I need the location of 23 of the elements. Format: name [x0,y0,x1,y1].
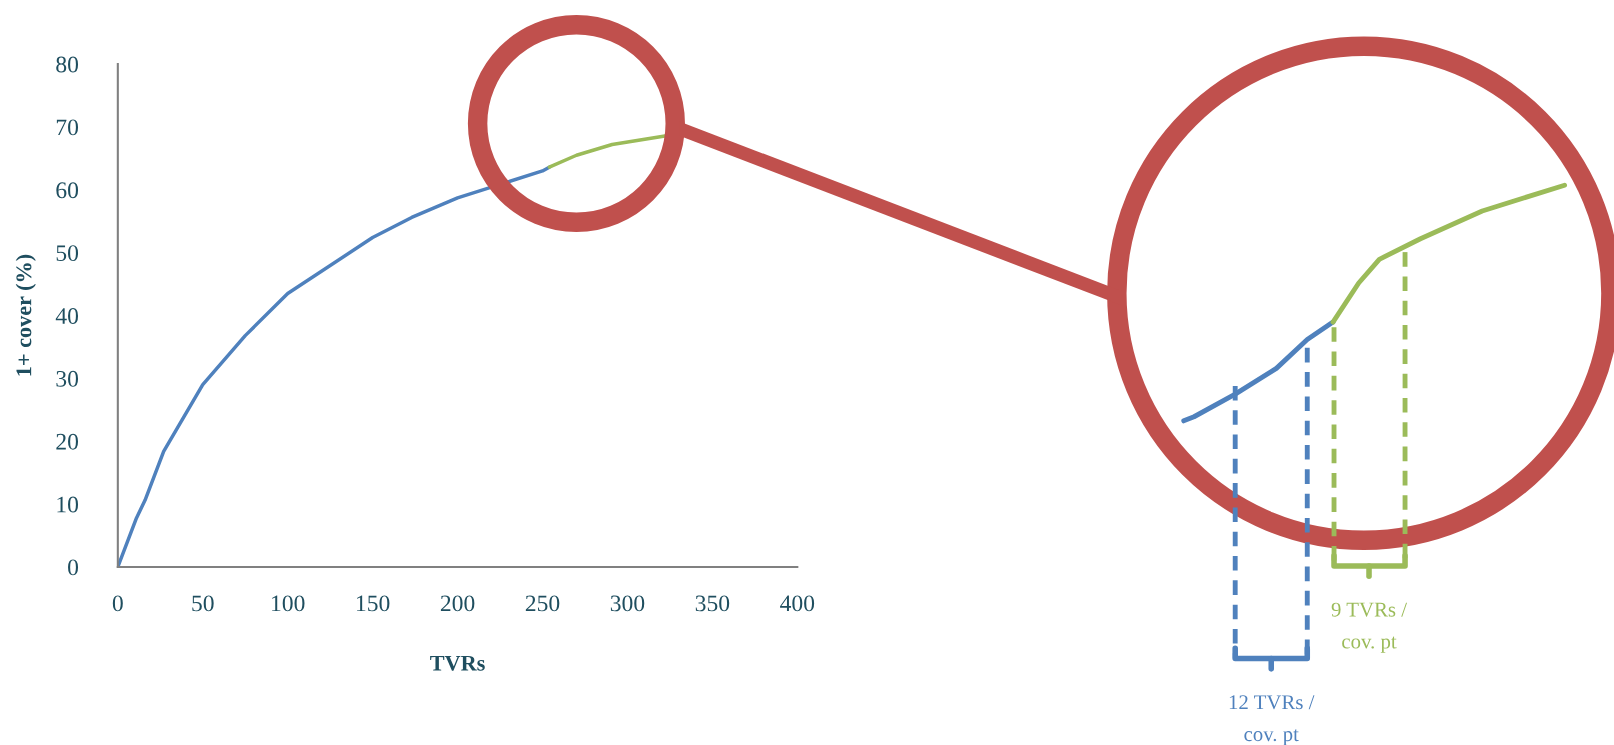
y-tick-label: 40 [55,308,79,324]
x-tick-label: 300 [610,595,645,612]
y-tick-label: 60 [56,182,79,199]
text: 9 TVRs / cov. pt [1331,602,1408,653]
x-tick-label: 200 [440,595,475,612]
line-series [117,165,552,567]
y-tick-label: 80 [56,56,79,73]
x-tick-label: 150 [357,595,390,612]
x-axis-title: TVRs [430,655,485,671]
x-tick-label: 250 [525,595,560,612]
y-tick-label: 70 [56,119,79,136]
y-axis-title: 1+ cover (%) [15,254,36,376]
y-tick-label: 10 [57,496,79,513]
x-tick-label: 100 [272,595,305,612]
x-tick-label: 0 [112,595,123,612]
y-tick-label: 50 [56,245,79,262]
y-tick-label: 30 [56,370,79,387]
y-tick-label: 0 [68,559,79,576]
x-tick-label: 50 [192,595,214,612]
x-tick-label: 350 [695,595,730,612]
y-tick-label: 20 [56,433,79,450]
x-tick-label: 400 [780,595,815,612]
text: 12 TVRs / cov. pt [1229,695,1315,745]
